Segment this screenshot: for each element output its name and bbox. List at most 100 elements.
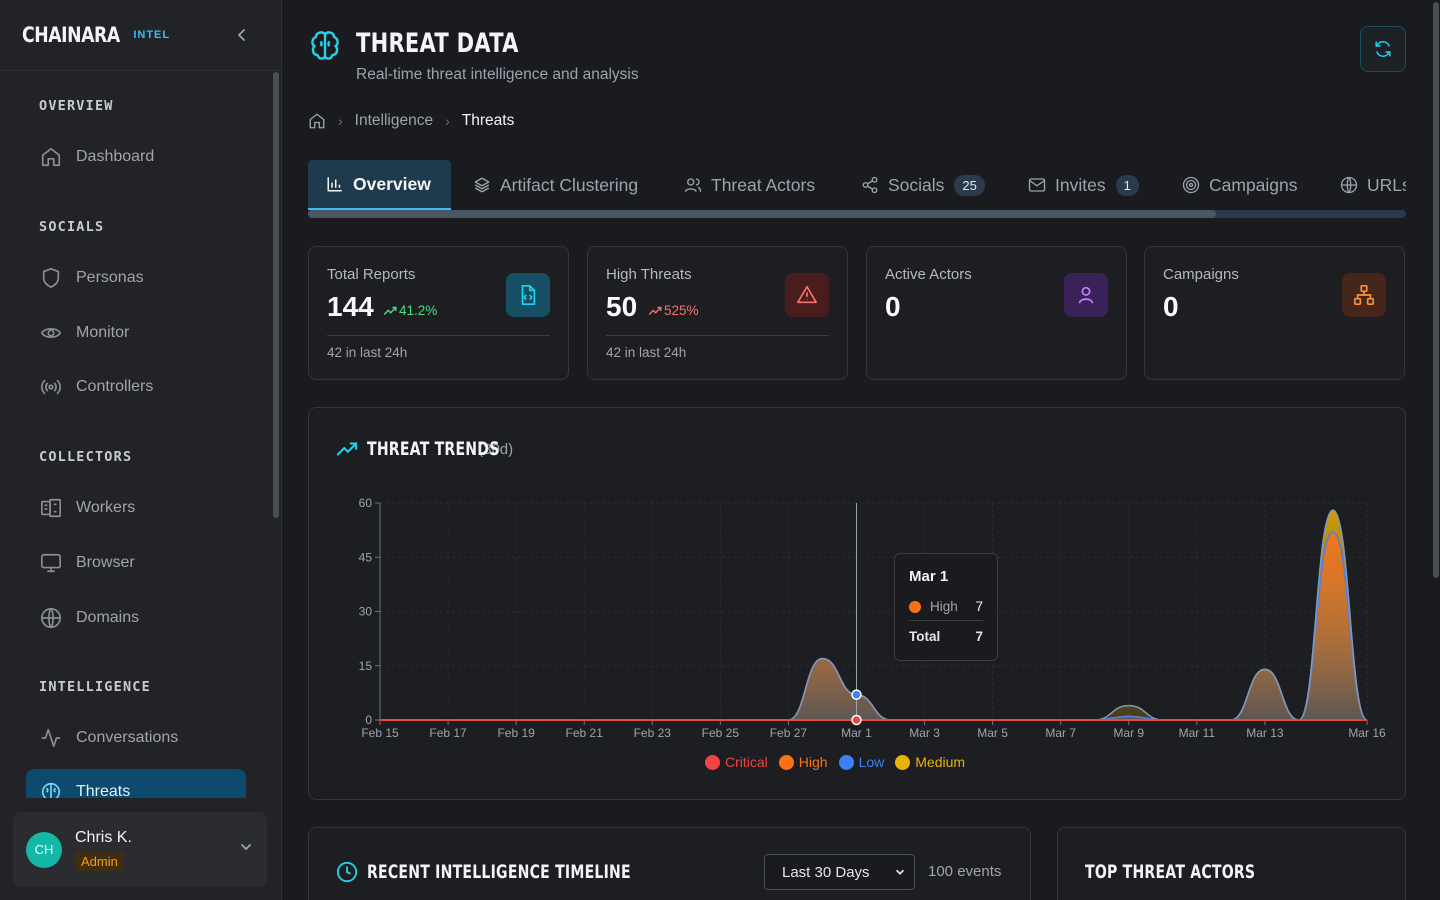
mail-icon bbox=[1028, 176, 1046, 194]
line-total bbox=[379, 509, 1368, 721]
workers-icon bbox=[40, 497, 62, 519]
timeline-range-select[interactable]: Last 30 Days bbox=[764, 854, 915, 890]
top-threat-actors-card: TOP THREAT ACTORS bbox=[1057, 827, 1406, 900]
legend-label: Critical bbox=[725, 754, 768, 770]
sidebar-item-threats[interactable]: Threats bbox=[26, 769, 246, 798]
sidebar-item-label: Personas bbox=[76, 269, 144, 286]
avatar: CH bbox=[26, 831, 62, 868]
collapse-sidebar-button[interactable] bbox=[231, 24, 253, 46]
breadcrumb-intelligence[interactable]: Intelligence bbox=[354, 112, 434, 129]
chevron-left-icon bbox=[238, 29, 245, 41]
shield-icon bbox=[40, 267, 62, 289]
activity-icon bbox=[40, 727, 62, 749]
tooltip-date: Mar 1 bbox=[909, 568, 949, 585]
tab-artifact-clustering[interactable]: Artifact Clustering bbox=[455, 160, 656, 210]
stat-change-value: 41.2% bbox=[399, 303, 438, 318]
user-name: Chris K. bbox=[75, 828, 132, 846]
x-tick-label: Mar 13 bbox=[1246, 726, 1284, 740]
x-tick-label: Feb 21 bbox=[566, 726, 604, 740]
legend-item-critical[interactable]: Critical bbox=[705, 754, 768, 770]
home-icon bbox=[40, 146, 62, 168]
hover-point-low bbox=[851, 689, 862, 700]
x-tick-label: Feb 25 bbox=[702, 726, 740, 740]
main-content: THREAT DATA Real-time threat intelligenc… bbox=[282, 0, 1432, 900]
x-tick-label: Mar 1 bbox=[841, 726, 872, 740]
x-tick-label: Feb 23 bbox=[634, 726, 672, 740]
user-menu[interactable]: CH Chris K. Admin bbox=[13, 812, 267, 887]
line-low bbox=[379, 531, 1368, 721]
sidebar-item-conversations[interactable]: Conversations bbox=[26, 715, 246, 761]
sidebar-item-domains[interactable]: Domains bbox=[26, 595, 246, 641]
legend-label: Low bbox=[858, 754, 885, 770]
x-tick-label: Feb 27 bbox=[770, 726, 808, 740]
legend-item-medium[interactable]: Medium bbox=[895, 754, 965, 770]
alert-triangle-icon bbox=[785, 273, 829, 317]
sidebar-item-personas[interactable]: Personas bbox=[26, 255, 246, 301]
sidebar-item-label: Domains bbox=[76, 609, 140, 626]
user-icon bbox=[1064, 273, 1108, 317]
x-tick-label: Mar 5 bbox=[977, 726, 1008, 740]
tab-label: Campaigns bbox=[1209, 174, 1298, 195]
sidebar-item-browser[interactable]: Browser bbox=[26, 540, 246, 586]
page-scrollbar-thumb[interactable] bbox=[1433, 2, 1439, 578]
socials-count-badge: 25 bbox=[954, 174, 985, 196]
stat-value: 0 bbox=[1163, 291, 1179, 322]
trending-up-icon bbox=[336, 442, 358, 456]
tab-socials[interactable]: Socials 25 bbox=[843, 160, 1003, 210]
sidebar: CHAINARA INTEL OVERVIEW Dashboard SOCIAL… bbox=[0, 0, 282, 900]
tooltip-total-value: 7 bbox=[975, 629, 983, 644]
breadcrumb: › Intelligence › Threats bbox=[308, 112, 514, 130]
home-icon[interactable] bbox=[308, 112, 326, 130]
stat-card-total-reports: Total Reports 144 41.2% 42 in last 24h bbox=[308, 246, 569, 380]
x-tick-label: Mar 16 bbox=[1348, 726, 1386, 740]
nav-section-collectors: COLLECTORS bbox=[39, 449, 133, 465]
stat-label: Active Actors bbox=[885, 266, 972, 283]
sidebar-item-monitor[interactable]: Monitor bbox=[26, 310, 246, 356]
x-tick-label: Feb 15 bbox=[361, 726, 399, 740]
sidebar-item-label: Dashboard bbox=[76, 148, 155, 165]
sidebar-item-dashboard[interactable]: Dashboard bbox=[26, 134, 246, 180]
stat-value: 0 bbox=[885, 291, 901, 322]
stat-card-active-actors: Active Actors 0 bbox=[866, 246, 1127, 380]
stat-label: High Threats bbox=[606, 266, 692, 283]
legend-item-high[interactable]: High bbox=[778, 754, 828, 770]
refresh-icon bbox=[1375, 41, 1391, 57]
page-scrollbar[interactable] bbox=[1432, 0, 1440, 900]
sidebar-item-workers[interactable]: Workers bbox=[26, 485, 246, 531]
y-tick-label: 45 bbox=[359, 550, 373, 564]
brand: CHAINARA INTEL bbox=[0, 0, 281, 71]
legend-swatch bbox=[838, 754, 854, 770]
sidebar-item-label: Browser bbox=[76, 554, 135, 571]
hover-point-critical bbox=[851, 714, 862, 726]
sidebar-item-label: Conversations bbox=[76, 729, 179, 746]
sidebar-item-label: Threats bbox=[76, 783, 131, 798]
timeline-card: RECENT INTELLIGENCE TIMELINE Last 30 Day… bbox=[308, 827, 1031, 900]
stat-footnote: 42 in last 24h bbox=[327, 345, 408, 360]
tab-threat-actors[interactable]: Threat Actors bbox=[666, 160, 833, 210]
stat-value: 144 bbox=[327, 291, 374, 322]
refresh-button[interactable] bbox=[1360, 26, 1406, 72]
tab-scrollbar[interactable] bbox=[308, 210, 1406, 218]
x-tick-label: Feb 17 bbox=[429, 726, 467, 740]
tab-invites[interactable]: Invites 1 bbox=[1010, 160, 1157, 210]
chart-range: (30d) bbox=[478, 440, 514, 458]
tab-scrollbar-thumb[interactable] bbox=[308, 210, 1216, 218]
tab-label: Artifact Clustering bbox=[500, 174, 639, 195]
tab-urls[interactable]: URLs bbox=[1322, 160, 1406, 210]
threat-trends-chart[interactable]: 0 15 30 45 60 Feb 15 Feb 17 Feb 19 Feb 21 Feb 23 F… bbox=[309, 408, 1407, 801]
tab-campaigns[interactable]: Campaigns bbox=[1164, 160, 1316, 210]
tab-overview[interactable]: Overview bbox=[308, 160, 451, 210]
users-icon bbox=[684, 176, 702, 194]
sidebar-scrollbar-thumb[interactable] bbox=[273, 72, 279, 518]
tooltip-series-dot bbox=[909, 600, 921, 613]
stat-change: 525% bbox=[648, 303, 699, 318]
legend-label: Medium bbox=[915, 754, 966, 770]
x-tick-label: Mar 7 bbox=[1045, 726, 1076, 740]
sidebar-item-controllers[interactable]: Controllers bbox=[26, 364, 246, 410]
chevron-right-icon: › bbox=[338, 113, 343, 129]
stat-card-high-threats: High Threats 50 525% 42 in last 24h bbox=[587, 246, 848, 380]
radio-icon bbox=[40, 376, 62, 398]
legend-item-low[interactable]: Low bbox=[838, 754, 885, 770]
stat-value: 50 bbox=[606, 291, 638, 322]
sidebar-item-label: Controllers bbox=[76, 378, 154, 395]
